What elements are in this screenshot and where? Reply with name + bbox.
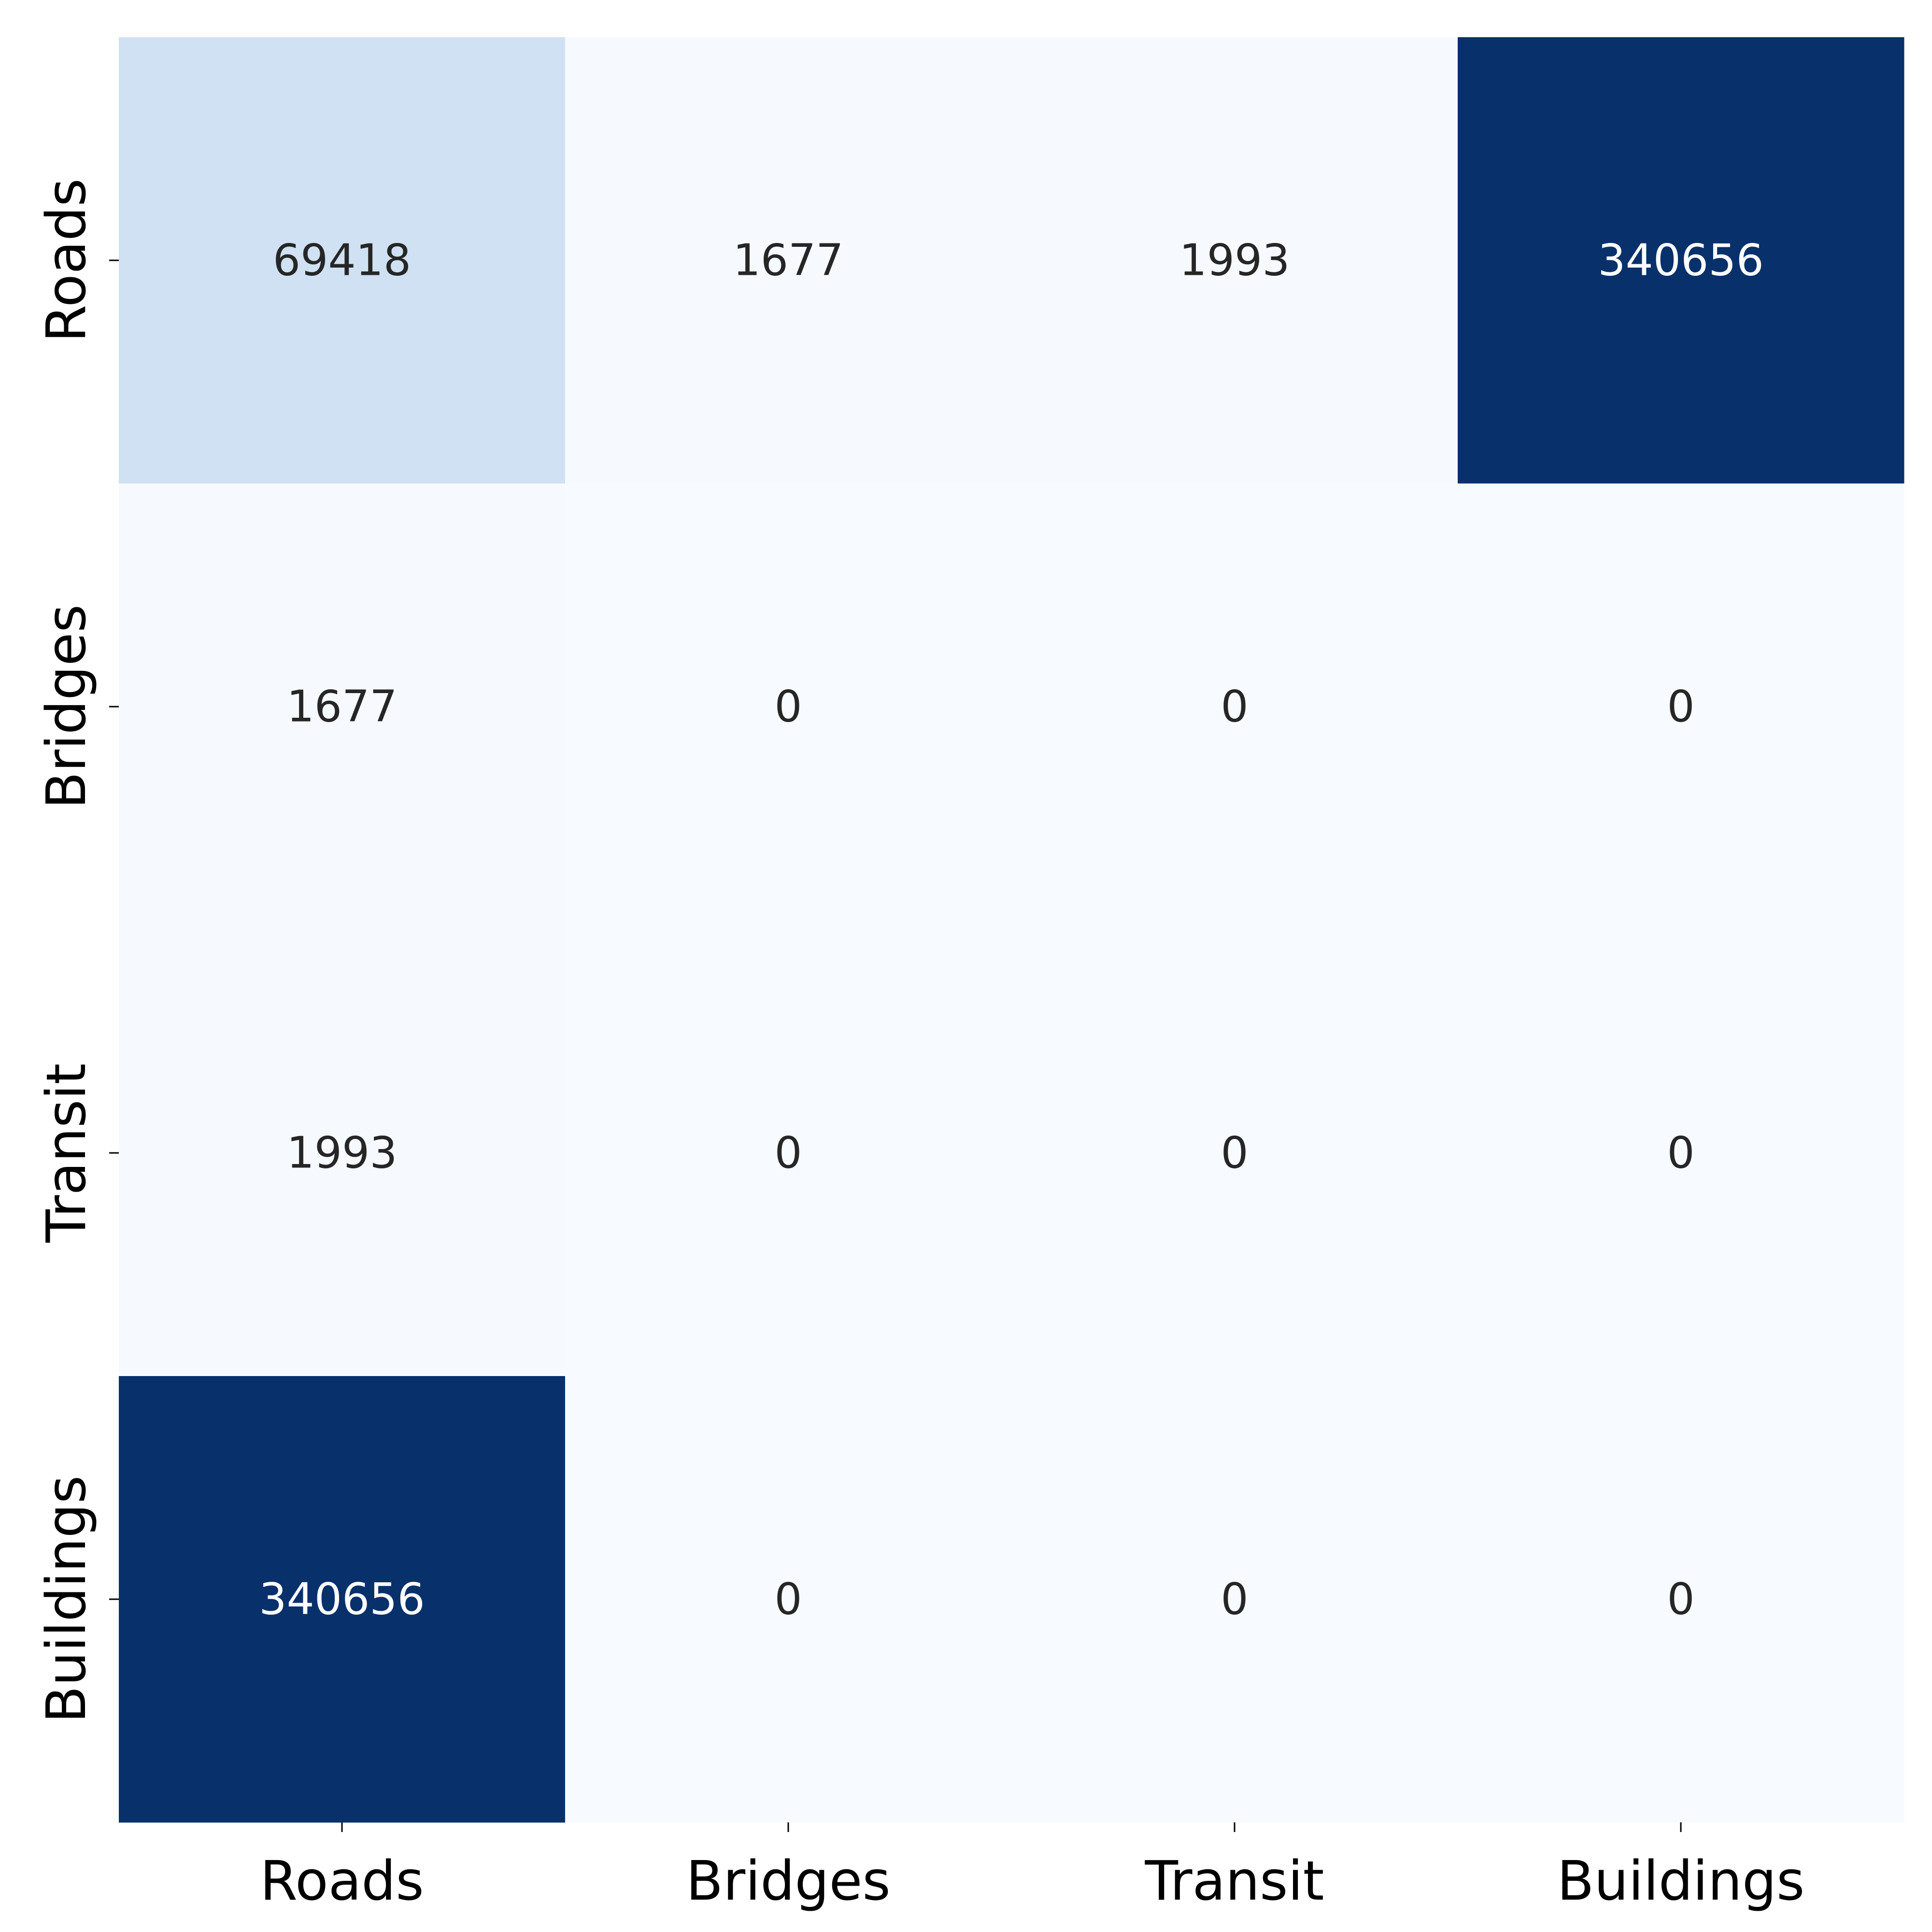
cell-value-label-0-1: 1677: [733, 235, 843, 286]
heatmap-cell-3-1: [565, 1376, 1012, 1823]
heatmap-cell-0-0: [119, 37, 566, 484]
y-tick-label-0: Roads: [35, 178, 98, 342]
y-tick-label-2: Transit: [35, 1064, 98, 1243]
cell-value-label-2-2: 0: [1221, 1128, 1248, 1179]
y-tick-label-1: Bridges: [35, 604, 98, 809]
heatmap-cell-3-3: [1458, 1376, 1904, 1823]
cell-value-label-2-3: 0: [1667, 1128, 1694, 1179]
heatmap-cell-1-0: [119, 483, 566, 930]
x-tick-label-1: Bridges: [686, 1850, 890, 1913]
heatmap-cell-1-3: [1458, 483, 1904, 930]
heatmap-cell-1-2: [1011, 483, 1458, 930]
cell-value-label-3-2: 0: [1221, 1574, 1248, 1625]
heatmap-cell-1-1: [565, 483, 1012, 930]
x-tick-label-2: Transit: [1145, 1850, 1324, 1913]
x-tick-label-3: Buildings: [1557, 1850, 1805, 1913]
y-tick-label-3: Buildings: [35, 1476, 98, 1723]
cell-value-label-1-0: 1677: [286, 682, 397, 732]
cell-value-label-3-3: 0: [1667, 1574, 1694, 1625]
cell-value-labels: 69418 1677 1993 340656 1677 0 0 0 1993 0 0 0 340656 0…: [259, 235, 1764, 1625]
heatmap-cell-2-3: [1458, 930, 1904, 1377]
heatmap-cell-0-1: [565, 37, 1012, 484]
y-axis: Roads Bridges Transit Buildings: [35, 178, 119, 1723]
heatmap-cell-3-2: [1011, 1376, 1458, 1823]
cell-value-label-1-3: 0: [1667, 682, 1694, 732]
cell-value-label-1-2: 0: [1221, 682, 1248, 732]
heatmap-cell-2-2: [1011, 930, 1458, 1377]
heatmap-cell-0-3: [1458, 37, 1904, 484]
cell-value-label-2-1: 0: [774, 1128, 802, 1179]
heatmap-cell-2-0: [119, 930, 566, 1377]
cell-value-label-0-2: 1993: [1179, 235, 1290, 286]
x-axis: Roads Bridges Transit Buildings: [260, 1822, 1804, 1913]
heatmap-cells: [119, 37, 1904, 1823]
x-tick-label-0: Roads: [260, 1850, 424, 1913]
cell-value-label-0-0: 69418: [273, 235, 411, 286]
cell-value-label-0-3: 340656: [1598, 235, 1764, 286]
cell-value-label-3-1: 0: [774, 1574, 802, 1625]
cell-value-label-2-0: 1993: [286, 1128, 397, 1179]
heatmap-cell-3-0: [119, 1376, 566, 1823]
cell-value-label-1-1: 0: [774, 682, 802, 732]
heatmap-cell-0-2: [1011, 37, 1458, 484]
cell-value-label-3-0: 340656: [259, 1574, 425, 1625]
heatmap-cell-2-1: [565, 930, 1012, 1377]
